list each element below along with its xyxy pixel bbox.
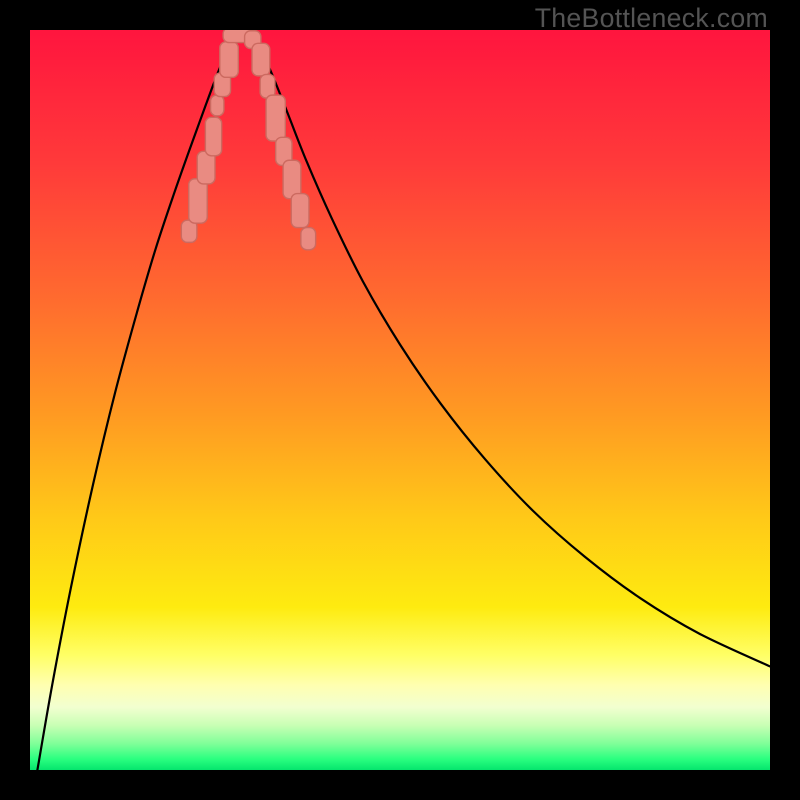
data-marker <box>189 179 208 223</box>
data-marker <box>301 228 316 250</box>
data-marker <box>220 42 239 78</box>
chart-svg <box>30 30 770 770</box>
data-marker <box>205 117 221 155</box>
bottleneck-curve <box>37 30 770 770</box>
data-marker <box>252 43 270 76</box>
data-marker <box>211 95 224 116</box>
data-marker <box>266 95 285 141</box>
data-marker <box>291 194 309 228</box>
watermark-text: TheBottleneck.com <box>535 3 768 34</box>
plot-area <box>30 30 770 770</box>
